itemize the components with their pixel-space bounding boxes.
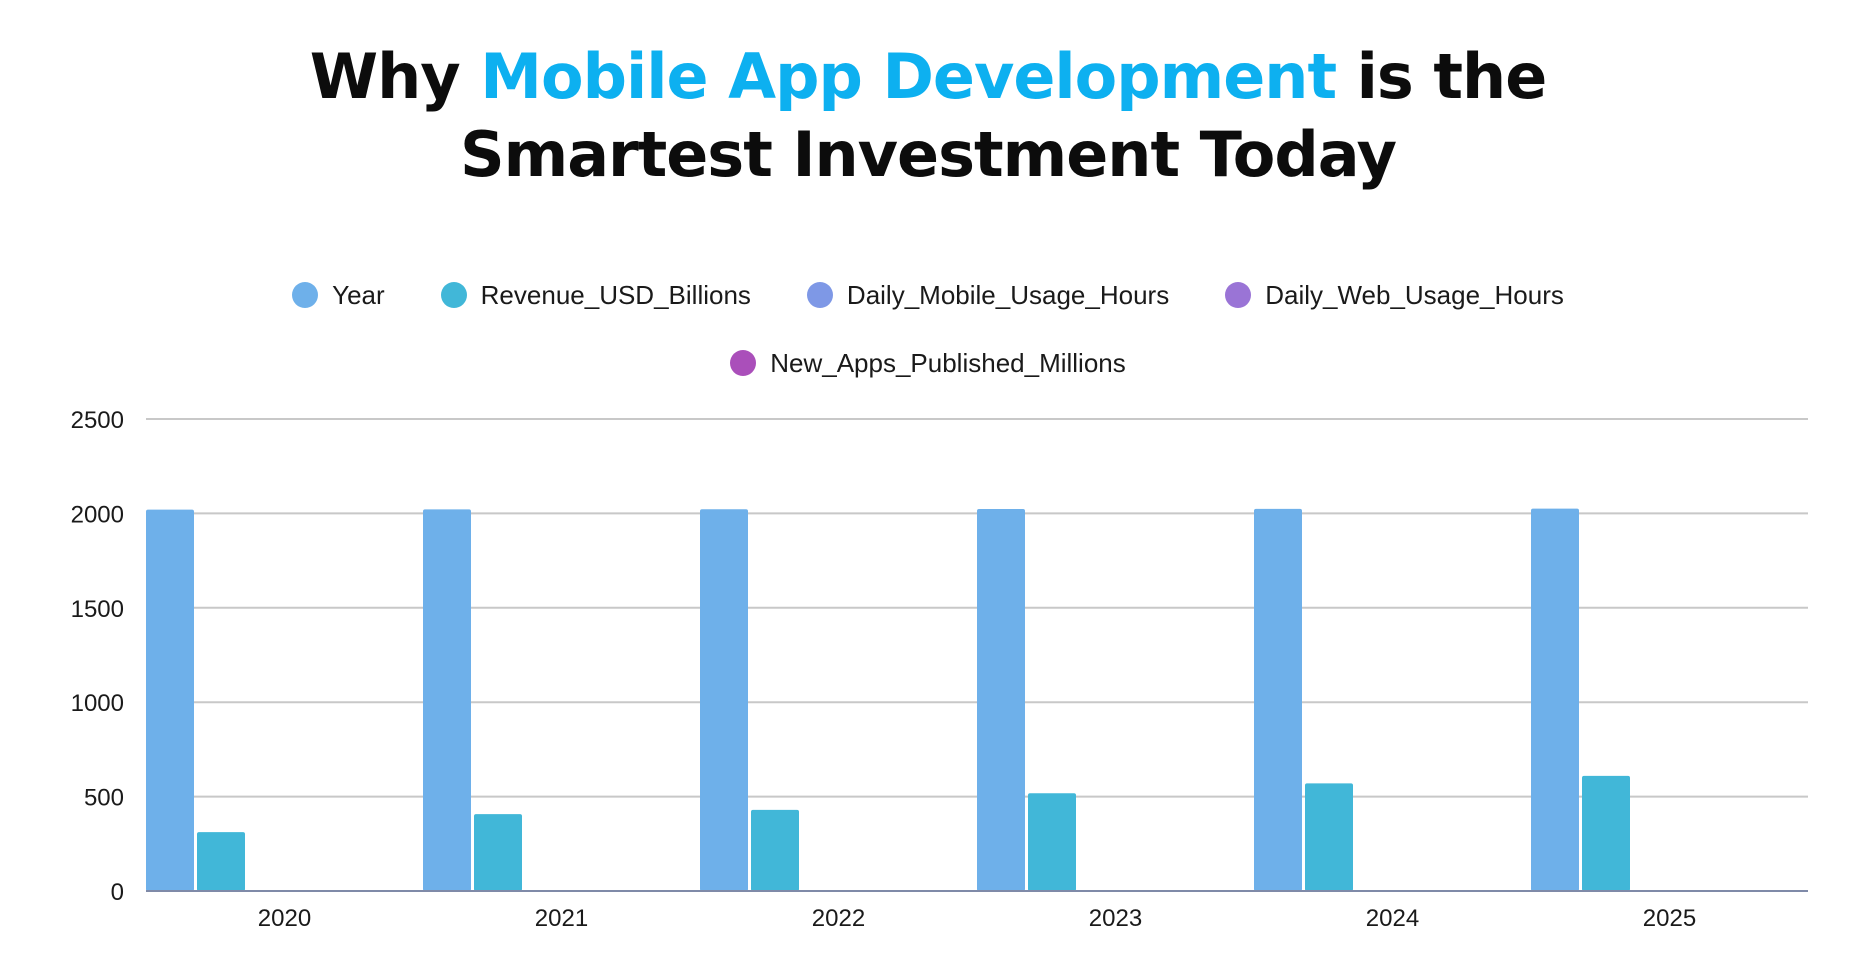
y-tick-label: 2500 — [71, 407, 124, 434]
legend-row-1: Year Revenue_USD_Billions Daily_Mobile_U… — [0, 278, 1856, 312]
y-tick-label: 1500 — [71, 596, 124, 623]
chart-legend: Year Revenue_USD_Billions Daily_Mobile_U… — [0, 278, 1856, 380]
title-line-2: Smartest Investment Today — [459, 118, 1397, 191]
bar-revenue-usd-billions — [1028, 793, 1076, 891]
legend-item-web-usage: Daily_Web_Usage_Hours — [1225, 278, 1564, 312]
legend-item-new-apps: New_Apps_Published_Millions — [730, 346, 1126, 380]
bar-revenue-usd-billions — [751, 809, 799, 891]
legend-row-2: New_Apps_Published_Millions — [0, 346, 1856, 380]
chart-title: Why Mobile App Development is the Smarte… — [0, 38, 1856, 194]
x-tick-label: 2023 — [1089, 905, 1142, 932]
title-part-2: is the — [1356, 40, 1548, 113]
legend-dot-revenue — [440, 282, 467, 308]
legend-label-revenue: Revenue_USD_Billions — [480, 280, 751, 310]
legend-label-mobile-usage: Daily_Mobile_Usage_Hours — [846, 280, 1170, 310]
bar-year — [423, 509, 471, 891]
bar-year — [1531, 508, 1579, 891]
legend-dot-web-usage — [1225, 282, 1252, 308]
title-highlight: Mobile App Development — [480, 40, 1337, 113]
legend-item-mobile-usage: Daily_Mobile_Usage_Hours — [806, 278, 1170, 312]
x-tick-label: 2020 — [258, 905, 311, 932]
legend-dot-year — [292, 282, 319, 308]
x-tick-label: 2021 — [535, 905, 588, 932]
y-tick-label: 500 — [84, 785, 124, 812]
legend-label-year: Year — [332, 280, 385, 310]
bar-year — [146, 509, 194, 891]
bar-year — [1254, 508, 1302, 891]
legend-item-year: Year — [292, 278, 385, 312]
legend-dot-mobile-usage — [806, 282, 833, 308]
title-line-1: Why Mobile App Development is the — [0, 38, 1856, 116]
legend-label-web-usage: Daily_Web_Usage_Hours — [1265, 280, 1564, 310]
legend-item-revenue: Revenue_USD_Billions — [440, 278, 751, 312]
title-part-1: Why — [309, 40, 461, 113]
bar-revenue-usd-billions — [474, 814, 522, 891]
y-tick-label: 2000 — [71, 501, 124, 528]
x-tick-label: 2024 — [1366, 905, 1419, 932]
bar-year — [977, 509, 1025, 891]
y-tick-label: 1000 — [71, 690, 124, 717]
x-tick-label: 2022 — [812, 905, 865, 932]
legend-dot-new-apps — [730, 350, 757, 376]
y-tick-label: 0 — [111, 879, 124, 906]
legend-label-new-apps: New_Apps_Published_Millions — [770, 348, 1126, 378]
bar-revenue-usd-billions — [1305, 783, 1353, 891]
bar-revenue-usd-billions — [1582, 775, 1630, 891]
bar-year — [700, 509, 748, 891]
bar-revenue-usd-billions — [197, 832, 245, 891]
x-tick-label: 2025 — [1643, 905, 1696, 932]
